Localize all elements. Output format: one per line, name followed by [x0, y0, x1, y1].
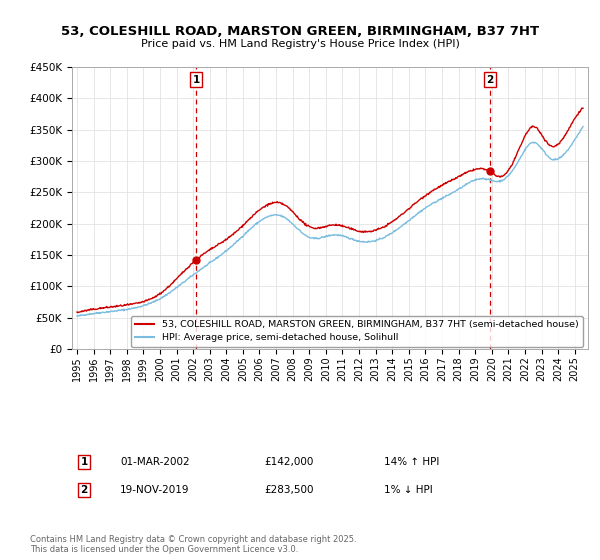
Text: 01-MAR-2002: 01-MAR-2002: [120, 457, 190, 467]
Text: 2: 2: [486, 75, 493, 85]
Text: Contains HM Land Registry data © Crown copyright and database right 2025.
This d: Contains HM Land Registry data © Crown c…: [30, 535, 356, 554]
Text: 19-NOV-2019: 19-NOV-2019: [120, 485, 190, 495]
Text: 1: 1: [193, 75, 200, 85]
Text: 53, COLESHILL ROAD, MARSTON GREEN, BIRMINGHAM, B37 7HT: 53, COLESHILL ROAD, MARSTON GREEN, BIRMI…: [61, 25, 539, 38]
Legend: 53, COLESHILL ROAD, MARSTON GREEN, BIRMINGHAM, B37 7HT (semi-detached house), HP: 53, COLESHILL ROAD, MARSTON GREEN, BIRMI…: [131, 316, 583, 347]
Text: £142,000: £142,000: [264, 457, 313, 467]
Text: Price paid vs. HM Land Registry's House Price Index (HPI): Price paid vs. HM Land Registry's House …: [140, 39, 460, 49]
Text: 1% ↓ HPI: 1% ↓ HPI: [384, 485, 433, 495]
Text: £283,500: £283,500: [264, 485, 314, 495]
Text: 14% ↑ HPI: 14% ↑ HPI: [384, 457, 439, 467]
Text: 1: 1: [80, 457, 88, 467]
Text: 2: 2: [80, 485, 88, 495]
